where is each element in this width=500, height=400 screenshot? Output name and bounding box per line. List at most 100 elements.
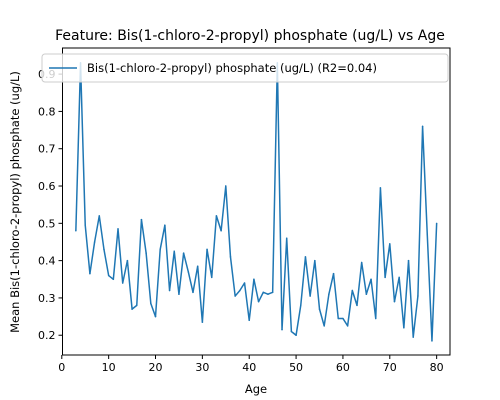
data-point: [379, 187, 382, 189]
data-point: [403, 327, 405, 329]
data-point: [248, 319, 250, 322]
plot-frame: [62, 47, 451, 356]
data-point: [140, 218, 143, 221]
data-point: [431, 340, 433, 342]
data-point: [300, 304, 302, 307]
data-point: [173, 250, 175, 253]
y-tick-label: 0.7: [38, 143, 56, 156]
data-point: [346, 325, 349, 327]
data-point: [192, 291, 194, 294]
data-point: [328, 293, 330, 295]
x-tick-label: 80: [430, 361, 444, 374]
data-point: [318, 308, 321, 310]
data-point: [117, 228, 119, 230]
data-point: [285, 237, 288, 239]
x-tick-label: 20: [149, 361, 163, 374]
data-point: [168, 289, 171, 292]
data-point: [323, 325, 325, 327]
data-point: [206, 248, 208, 251]
data-point: [210, 276, 213, 279]
data-point: [412, 336, 414, 338]
data-point: [121, 282, 124, 284]
data-point: [332, 272, 335, 275]
legend-label: Bis(1-chloro-2-propyl) phosphate (ug/L) …: [87, 61, 377, 75]
legend: Bis(1-chloro-2-propyl) phosphate (ug/L) …: [41, 53, 449, 83]
x-tick-label: 70: [383, 361, 397, 374]
data-point: [187, 271, 190, 273]
data-point: [398, 276, 400, 279]
data-point: [426, 233, 429, 236]
data-point: [290, 330, 293, 333]
data-point: [309, 295, 311, 297]
data-point: [356, 304, 358, 307]
data-point: [196, 265, 199, 267]
y-tick-label: 0.6: [38, 180, 56, 193]
data-point: [257, 300, 260, 303]
data-point: [93, 241, 96, 243]
data-point: [337, 317, 339, 320]
series-layer: [75, 62, 438, 342]
data-point: [342, 317, 344, 320]
x-tick-label: 0: [58, 361, 65, 374]
data-point: [360, 261, 363, 264]
data-point: [154, 315, 157, 318]
data-point: [84, 224, 86, 226]
x-axis-label: Age: [245, 382, 267, 396]
data-point: [164, 224, 166, 226]
data-point: [103, 248, 105, 251]
y-tick-label: 0.2: [38, 329, 56, 342]
data-point: [126, 259, 129, 262]
data-point: [407, 259, 410, 262]
data-point: [351, 289, 354, 292]
data-point: [295, 334, 297, 336]
x-tick-label: 60: [336, 361, 350, 374]
data-point: [89, 272, 91, 275]
x-tick-label: 50: [289, 361, 303, 374]
data-point: [267, 293, 269, 295]
data-point: [393, 300, 396, 303]
data-point: [182, 252, 185, 254]
data-point: [229, 256, 232, 258]
data-point: [145, 252, 147, 254]
data-point: [75, 230, 77, 232]
data-point: [281, 328, 283, 331]
y-axis-label: Mean Bis(1-chloro-2-propyl) phosphate (u…: [8, 71, 22, 333]
data-point: [98, 215, 101, 217]
data-point: [262, 291, 265, 294]
data-point: [107, 274, 110, 277]
x-tick-label: 30: [195, 361, 209, 374]
data-point: [225, 185, 227, 187]
chart-title: Feature: Bis(1-chloro-2-propyl) phosphat…: [55, 28, 445, 44]
legend-box: [41, 53, 449, 83]
data-point: [365, 293, 368, 295]
data-point: [201, 321, 204, 323]
axis-ticks: 010203040506070800.20.30.40.50.60.70.80.…: [38, 68, 444, 374]
y-tick-label: 0.4: [38, 255, 56, 268]
data-point: [384, 276, 386, 279]
y-tick-label: 0.5: [38, 217, 56, 230]
data-point: [314, 259, 316, 262]
data-point: [178, 293, 180, 295]
data-point: [234, 295, 236, 297]
data-point: [417, 295, 419, 297]
data-point: [239, 289, 241, 292]
data-point: [243, 282, 246, 284]
data-point: [136, 304, 138, 307]
data-point: [370, 278, 372, 281]
data-point: [112, 278, 115, 281]
data-point: [374, 317, 377, 320]
x-tick-label: 10: [102, 361, 116, 374]
series-line: [75, 62, 438, 342]
data-point: [253, 278, 255, 281]
y-tick-label: 0.8: [38, 105, 56, 118]
data-point: [150, 302, 152, 305]
data-point: [421, 125, 424, 128]
x-tick-label: 40: [242, 361, 256, 374]
data-point: [131, 308, 133, 310]
data-point: [389, 243, 391, 245]
data-point: [271, 291, 274, 294]
data-point: [435, 222, 438, 225]
data-point: [215, 215, 218, 217]
data-point: [220, 230, 222, 232]
